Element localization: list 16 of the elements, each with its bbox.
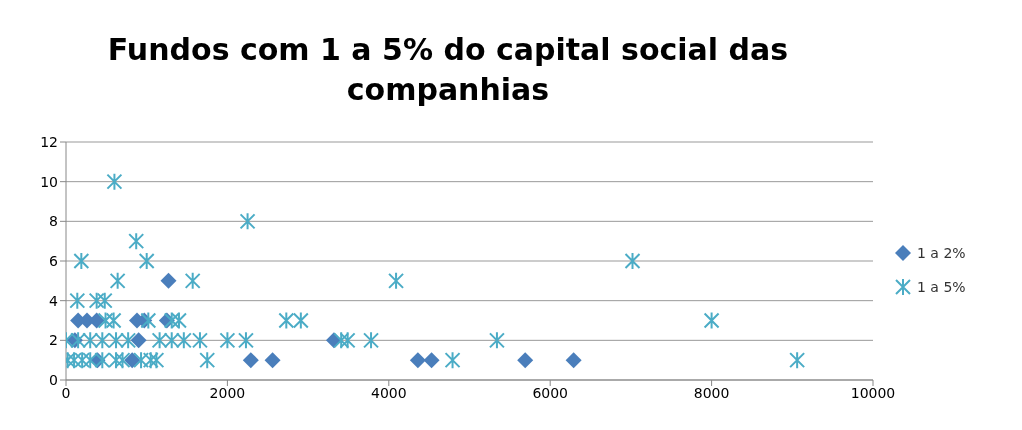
y-tick-label: 2 <box>49 332 58 349</box>
x-tick-label: 0 <box>61 384 71 401</box>
legend-label: 1 a 2% <box>917 245 966 261</box>
x-tick-label: 4000 <box>370 384 407 401</box>
chart-title: Fundos com 1 a 5% do capital social das companhias <box>106 31 790 109</box>
x-tick-label: 6000 <box>532 384 569 401</box>
x-tick-label: 8000 <box>693 384 730 401</box>
x-tick-label: 2000 <box>209 384 246 401</box>
y-tick-label: 6 <box>49 252 59 269</box>
y-tick-label: 10 <box>40 173 58 190</box>
x-tick-label: 10000 <box>850 384 896 401</box>
legend-label: 1 a 5% <box>917 279 966 295</box>
y-tick-label: 8 <box>49 213 58 230</box>
y-tick-label: 4 <box>49 292 59 309</box>
y-tick-label: 0 <box>49 371 58 388</box>
y-tick-label: 12 <box>40 133 58 150</box>
